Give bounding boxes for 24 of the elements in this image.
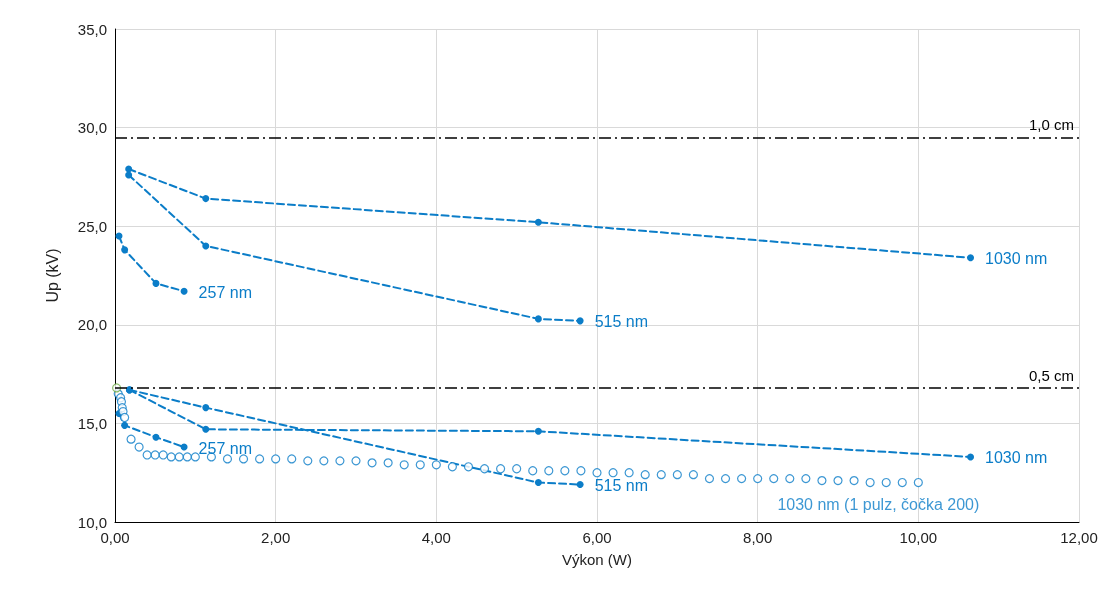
- y-tick-label: 20,0: [77, 316, 107, 334]
- series-label: 257 nm: [198, 439, 252, 457]
- series-label: 1030 nm (1 pulz, čočka 200): [777, 495, 980, 513]
- x-tick-label: 2,00: [261, 529, 291, 546]
- x-tick-label: 6,00: [582, 529, 612, 546]
- ref-line-label: 0,5 cm: [1028, 366, 1074, 384]
- x-tick-label: 12,00: [1060, 529, 1098, 546]
- y-tick-label: 25,0: [77, 217, 107, 235]
- y-tick-label: 10,0: [77, 513, 107, 531]
- x-tick-label: 8,00: [743, 529, 773, 546]
- y-tick-label: 30,0: [77, 119, 107, 137]
- x-tick-label: 10,00: [899, 529, 938, 546]
- series-label: 515 nm: [594, 313, 649, 331]
- ref-line-label: 1,0 cm: [1028, 116, 1074, 134]
- y-tick-label: 35,0: [77, 20, 107, 38]
- y-axis-title: Up (kV): [43, 248, 61, 303]
- series-label: 1030 nm: [985, 449, 1048, 467]
- x-tick-label: 4,00: [421, 529, 451, 546]
- x-axis-title: Výkon (W): [561, 551, 633, 568]
- x-tick-label: 0,00: [100, 529, 130, 546]
- series-label: 257 nm: [198, 283, 252, 301]
- series-label: 515 nm: [594, 477, 649, 495]
- y-tick-label: 15,0: [77, 414, 107, 432]
- series-label: 1030 nm: [985, 250, 1048, 268]
